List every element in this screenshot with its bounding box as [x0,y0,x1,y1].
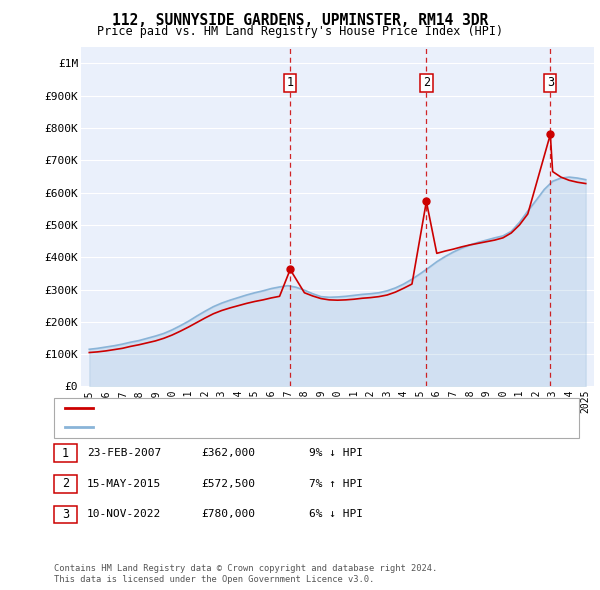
Text: £362,000: £362,000 [201,448,255,458]
Text: 3: 3 [62,508,69,521]
Text: 15-MAY-2015: 15-MAY-2015 [87,479,161,489]
Text: This data is licensed under the Open Government Licence v3.0.: This data is licensed under the Open Gov… [54,575,374,584]
Text: £572,500: £572,500 [201,479,255,489]
Text: 1: 1 [62,447,69,460]
Text: 3: 3 [547,76,554,89]
Text: Contains HM Land Registry data © Crown copyright and database right 2024.: Contains HM Land Registry data © Crown c… [54,565,437,573]
Text: £780,000: £780,000 [201,510,255,519]
Text: 7% ↑ HPI: 7% ↑ HPI [309,479,363,489]
Text: HPI: Average price, detached house, Havering: HPI: Average price, detached house, Have… [100,422,364,432]
Text: 23-FEB-2007: 23-FEB-2007 [87,448,161,458]
Text: 2: 2 [423,76,430,89]
Text: 6% ↓ HPI: 6% ↓ HPI [309,510,363,519]
Text: 1: 1 [287,76,294,89]
Text: 2: 2 [62,477,69,490]
Text: 10-NOV-2022: 10-NOV-2022 [87,510,161,519]
Text: 112, SUNNYSIDE GARDENS, UPMINSTER, RM14 3DR: 112, SUNNYSIDE GARDENS, UPMINSTER, RM14 … [112,13,488,28]
Text: Price paid vs. HM Land Registry's House Price Index (HPI): Price paid vs. HM Land Registry's House … [97,25,503,38]
Text: 112, SUNNYSIDE GARDENS, UPMINSTER, RM14 3DR (detached house): 112, SUNNYSIDE GARDENS, UPMINSTER, RM14 … [100,404,460,414]
Text: 9% ↓ HPI: 9% ↓ HPI [309,448,363,458]
